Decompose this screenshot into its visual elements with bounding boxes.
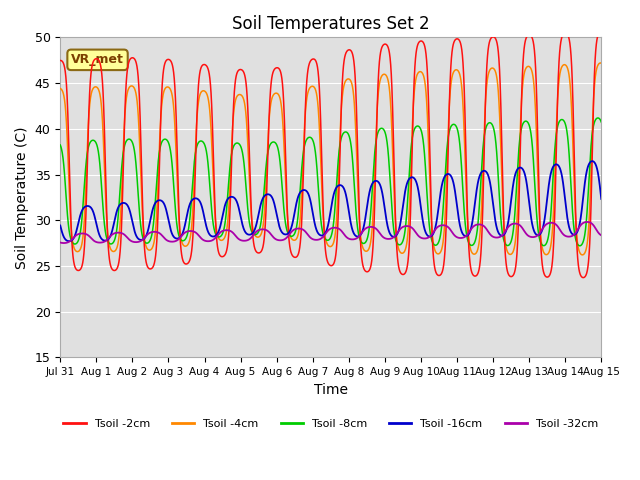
Legend: Tsoil -2cm, Tsoil -4cm, Tsoil -8cm, Tsoil -16cm, Tsoil -32cm: Tsoil -2cm, Tsoil -4cm, Tsoil -8cm, Tsoi… bbox=[59, 414, 602, 433]
X-axis label: Time: Time bbox=[314, 383, 348, 396]
Y-axis label: Soil Temperature (C): Soil Temperature (C) bbox=[15, 126, 29, 269]
Title: Soil Temperatures Set 2: Soil Temperatures Set 2 bbox=[232, 15, 429, 33]
Text: VR_met: VR_met bbox=[71, 53, 124, 66]
